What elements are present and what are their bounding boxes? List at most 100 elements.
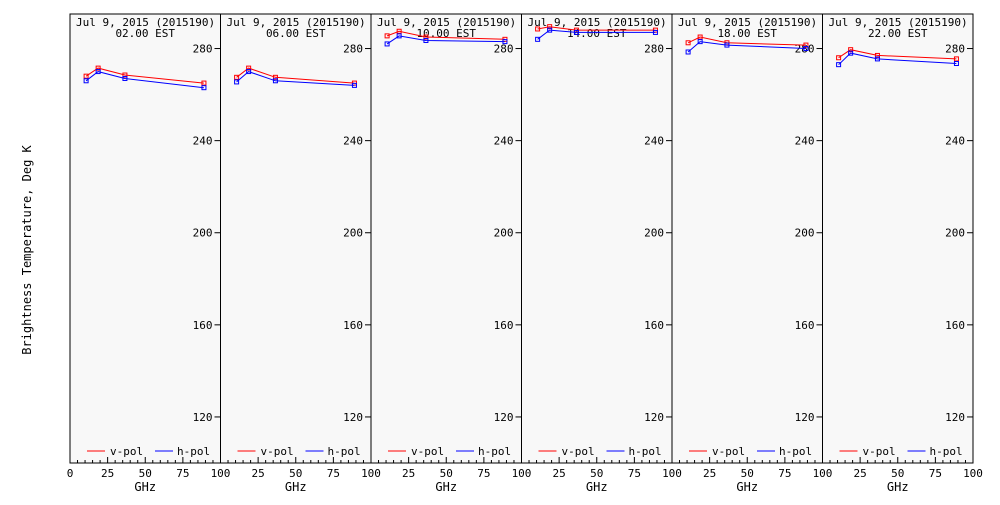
y-tick-label: 200 — [644, 227, 664, 240]
x-tick-label: 100 — [512, 467, 532, 480]
y-tick-label: 120 — [193, 411, 213, 424]
chart-panel-5: 120 160 200 240 280 25 50 75 100 GHz Jul 9, 2015 (… — [671, 13, 833, 494]
data-point-v-pol — [83, 73, 89, 79]
x-tick-label: 100 — [211, 467, 231, 480]
data-point-h-pol — [803, 46, 809, 52]
data-point-v-pol — [201, 80, 207, 86]
x-tick-label: 50 — [891, 467, 904, 480]
series-line-h-pol — [687, 41, 806, 53]
data-point-h-pol — [351, 82, 357, 88]
series-line-h-pol — [386, 35, 505, 45]
x-axis-label: GHz — [887, 480, 909, 494]
data-point-v-pol — [697, 34, 703, 40]
x-tick-label: 25 — [252, 467, 265, 480]
legend-label-v-pol: v-pol — [562, 445, 595, 458]
x-axis-label: GHz — [435, 480, 457, 494]
series-line-h-pol — [236, 71, 355, 86]
y-tick-label: 160 — [644, 319, 664, 332]
plot-area — [371, 14, 522, 463]
data-point-v-pol — [423, 34, 429, 40]
series-line-h-pol — [838, 52, 957, 66]
plot-area — [822, 14, 973, 463]
panel-title: Jul 9, 2015 (2015190) — [528, 16, 667, 29]
y-tick-label: 200 — [795, 227, 815, 240]
data-point-h-pol — [547, 27, 553, 33]
panel-title: Jul 9, 2015 (2015190) — [829, 16, 968, 29]
y-tick-label: 240 — [494, 135, 514, 148]
y-tick-label: 200 — [494, 227, 514, 240]
chart-panel-6: 120 160 200 240 280 25 50 75 100 GHz Jul 9, 2015 (… — [822, 13, 983, 494]
x-tick-label: 25 — [553, 467, 566, 480]
data-point-h-pol — [685, 49, 691, 55]
y-axis-label: Brightness Temperature, Deg K — [20, 144, 34, 354]
data-point-v-pol — [953, 56, 959, 62]
legend-label-h-pol: h-pol — [779, 445, 812, 458]
data-point-h-pol — [502, 39, 508, 45]
y-tick-label: 280 — [343, 43, 363, 56]
series-line-v-pol — [236, 67, 355, 84]
x-tick-label: 100 — [813, 467, 833, 480]
legend-label-h-pol: h-pol — [930, 445, 963, 458]
y-tick-label: 280 — [795, 43, 815, 56]
data-point-v-pol — [803, 42, 809, 48]
data-point-h-pol — [848, 50, 854, 56]
panel-title: Jul 9, 2015 (2015190) — [377, 16, 516, 29]
y-tick-label: 280 — [193, 43, 213, 56]
legend-label-h-pol: h-pol — [629, 445, 662, 458]
data-point-h-pol — [724, 42, 730, 48]
y-tick-label: 240 — [795, 135, 815, 148]
data-point-h-pol — [836, 62, 842, 68]
data-point-h-pol — [122, 75, 128, 81]
x-tick-label: 50 — [741, 467, 754, 480]
series-line-v-pol — [687, 36, 806, 46]
data-point-v-pol — [396, 28, 402, 34]
data-point-v-pol — [874, 52, 880, 58]
x-tick-label: 25 — [402, 467, 415, 480]
y-tick-label: 160 — [494, 319, 514, 332]
series-line-h-pol — [537, 29, 656, 40]
legend-label-h-pol: h-pol — [328, 445, 361, 458]
y-tick-label: 120 — [343, 411, 363, 424]
legend-label-v-pol: v-pol — [110, 445, 143, 458]
data-point-h-pol — [201, 85, 207, 91]
x-axis-label: GHz — [285, 480, 307, 494]
y-tick-label: 120 — [644, 411, 664, 424]
data-point-h-pol — [83, 78, 89, 84]
data-point-h-pol — [652, 29, 658, 35]
data-point-v-pol — [95, 65, 101, 71]
y-tick-label: 160 — [193, 319, 213, 332]
x-tick-label: 100 — [662, 467, 682, 480]
y-tick-label: 120 — [494, 411, 514, 424]
y-tick-label: 200 — [193, 227, 213, 240]
x-tick-label: 100 — [963, 467, 983, 480]
data-point-h-pol — [95, 69, 101, 75]
x-tick-label: 75 — [628, 467, 641, 480]
series-line-v-pol — [85, 67, 204, 84]
data-point-v-pol — [272, 74, 278, 80]
x-tick-label: 50 — [139, 467, 152, 480]
data-point-h-pol — [234, 79, 240, 85]
y-tick-label: 240 — [193, 135, 213, 148]
y-tick-label: 240 — [343, 135, 363, 148]
chart-panel-2: 120 160 200 240 280 25 50 75 100 GHz Jul 9, 2015 (… — [220, 13, 381, 494]
data-point-v-pol — [685, 40, 691, 46]
legend-label-v-pol: v-pol — [712, 445, 745, 458]
plot-area — [521, 14, 672, 463]
data-point-h-pol — [396, 33, 402, 39]
series-line-h-pol — [85, 71, 204, 89]
y-tick-label: 120 — [945, 411, 965, 424]
data-point-v-pol — [234, 74, 240, 80]
data-point-v-pol — [848, 47, 854, 53]
x-tick-label: 50 — [289, 467, 302, 480]
chart-panel-3: 120 160 200 240 280 25 50 75 100 GHz Jul 9, 2015 (… — [370, 13, 532, 494]
y-tick-label: 160 — [945, 319, 965, 332]
y-tick-label: 120 — [795, 411, 815, 424]
panel-title: Jul 9, 2015 (2015190) — [227, 16, 366, 29]
plot-frame — [822, 13, 974, 464]
y-tick-label: 280 — [644, 43, 664, 56]
x-tick-label: 100 — [361, 467, 381, 480]
legend-label-h-pol: h-pol — [177, 445, 210, 458]
x-tick-label: 75 — [778, 467, 791, 480]
plot-area — [70, 14, 221, 463]
